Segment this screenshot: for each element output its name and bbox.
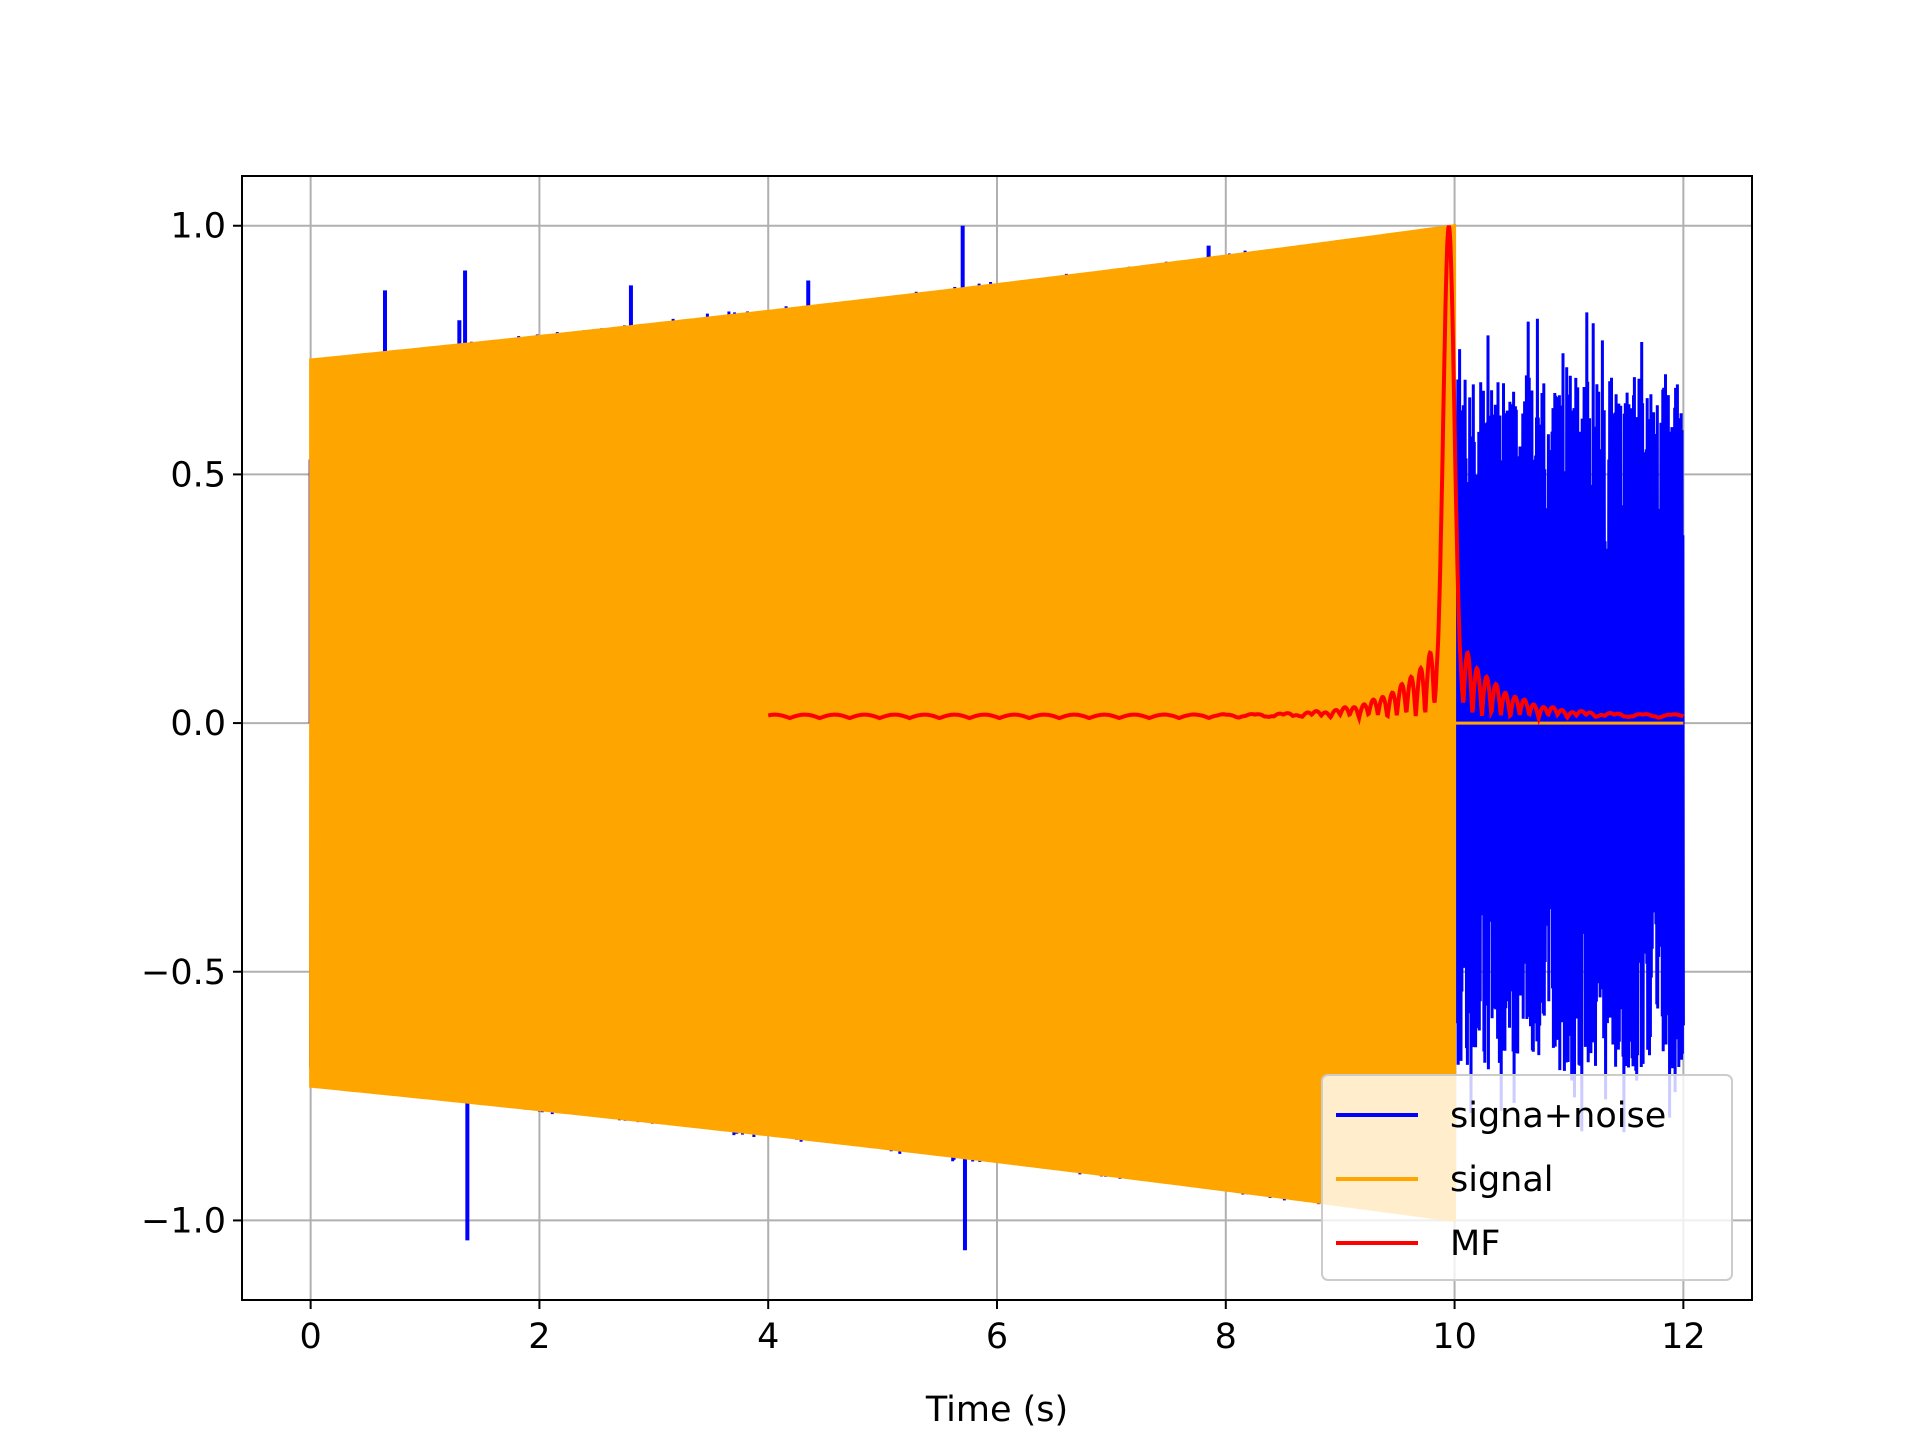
x-tick-label: 10 bbox=[1432, 1317, 1477, 1357]
x-tick-label: 0 bbox=[299, 1317, 321, 1357]
y-tick-label: −0.5 bbox=[141, 953, 226, 993]
y-tick-label: −1.0 bbox=[141, 1201, 226, 1241]
x-tick-label: 4 bbox=[757, 1317, 779, 1357]
axis-ticks: 0 2 4 6 8 10 12 −1.0 −0.5 0.0 0.5 1.0 bbox=[141, 207, 1706, 1357]
legend-box bbox=[1321, 1074, 1733, 1281]
x-axis-label: Time (s) bbox=[925, 1390, 1068, 1430]
x-tick-label: 2 bbox=[528, 1317, 550, 1357]
y-tick-label: 0.0 bbox=[170, 704, 226, 744]
legend-label: signal bbox=[1450, 1160, 1554, 1200]
legend-label: MF bbox=[1450, 1224, 1500, 1264]
series-area-signal bbox=[309, 223, 1457, 1223]
x-tick-label: 8 bbox=[1215, 1317, 1237, 1357]
x-tick-label: 12 bbox=[1661, 1317, 1706, 1357]
series-line-mf bbox=[767, 225, 1685, 726]
legend: signa+noise signal MF bbox=[1321, 1074, 1733, 1281]
x-tick-label: 6 bbox=[986, 1317, 1008, 1357]
legend-label: signa+noise bbox=[1450, 1096, 1666, 1136]
y-tick-label: 0.5 bbox=[170, 455, 226, 495]
y-tick-label: 1.0 bbox=[170, 207, 226, 247]
